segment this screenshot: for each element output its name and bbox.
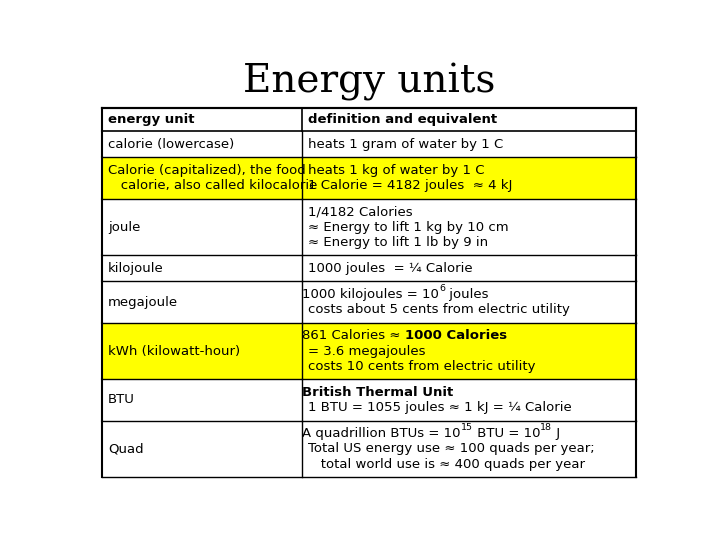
Text: 1000 kilojoules = 10: 1000 kilojoules = 10 — [302, 288, 439, 301]
Text: costs about 5 cents from electric utility: costs about 5 cents from electric utilit… — [308, 303, 570, 316]
Text: BTU: BTU — [108, 394, 135, 407]
Bar — [102, 255, 636, 281]
Text: 1000 Calories: 1000 Calories — [405, 329, 507, 342]
Bar — [102, 199, 636, 255]
Text: Calorie (capitalized), the food: Calorie (capitalized), the food — [108, 164, 305, 177]
Bar — [102, 421, 636, 477]
Bar — [102, 323, 636, 379]
Bar — [102, 131, 636, 158]
Text: joule: joule — [108, 220, 140, 234]
Bar — [102, 281, 636, 323]
Text: calorie (lowercase): calorie (lowercase) — [108, 138, 234, 151]
Bar — [102, 109, 636, 131]
Text: ≈ Energy to lift 1 lb by 9 in: ≈ Energy to lift 1 lb by 9 in — [308, 236, 488, 249]
Text: 861 Calories ≈: 861 Calories ≈ — [302, 329, 405, 342]
Text: J: J — [552, 427, 560, 440]
Text: Quad: Quad — [108, 442, 143, 455]
Text: definition and equivalent: definition and equivalent — [308, 113, 497, 126]
Text: megajoule: megajoule — [108, 295, 178, 308]
Text: 18: 18 — [540, 423, 552, 433]
Text: 6: 6 — [439, 284, 445, 293]
Text: total world use is ≈ 400 quads per year: total world use is ≈ 400 quads per year — [308, 458, 585, 471]
Text: A quadrillion BTUs = 10: A quadrillion BTUs = 10 — [302, 427, 461, 440]
Text: British Thermal Unit: British Thermal Unit — [302, 386, 454, 399]
Text: energy unit: energy unit — [108, 113, 194, 126]
Text: 6: 6 — [439, 290, 445, 299]
Text: kWh (kilowatt-hour): kWh (kilowatt-hour) — [108, 345, 240, 357]
Text: kilojoule: kilojoule — [108, 262, 163, 275]
Text: 1000 joules  = ¼ Calorie: 1000 joules = ¼ Calorie — [308, 262, 472, 275]
Text: Total US energy use ≈ 100 quads per year;: Total US energy use ≈ 100 quads per year… — [308, 442, 595, 455]
Text: costs 10 cents from electric utility: costs 10 cents from electric utility — [308, 360, 536, 373]
Text: joules: joules — [445, 288, 489, 301]
Text: ≈ Energy to lift 1 kg by 10 cm: ≈ Energy to lift 1 kg by 10 cm — [308, 220, 508, 234]
Text: heats 1 kg of water by 1 C: heats 1 kg of water by 1 C — [308, 164, 485, 177]
Text: 1 BTU = 1055 joules ≈ 1 kJ = ¼ Calorie: 1 BTU = 1055 joules ≈ 1 kJ = ¼ Calorie — [308, 401, 572, 414]
Text: 1 Calorie = 4182 joules  ≈ 4 kJ: 1 Calorie = 4182 joules ≈ 4 kJ — [308, 179, 512, 192]
Text: Energy units: Energy units — [243, 63, 495, 102]
Text: 15: 15 — [461, 423, 473, 433]
Text: heats 1 gram of water by 1 C: heats 1 gram of water by 1 C — [308, 138, 503, 151]
Text: 1/4182 Calories: 1/4182 Calories — [308, 205, 413, 218]
Text: calorie, also called kilocalorie: calorie, also called kilocalorie — [108, 179, 318, 192]
Bar — [102, 158, 636, 199]
Text: BTU = 10: BTU = 10 — [473, 427, 540, 440]
Text: = 3.6 megajoules: = 3.6 megajoules — [308, 345, 426, 357]
Bar — [102, 379, 636, 421]
